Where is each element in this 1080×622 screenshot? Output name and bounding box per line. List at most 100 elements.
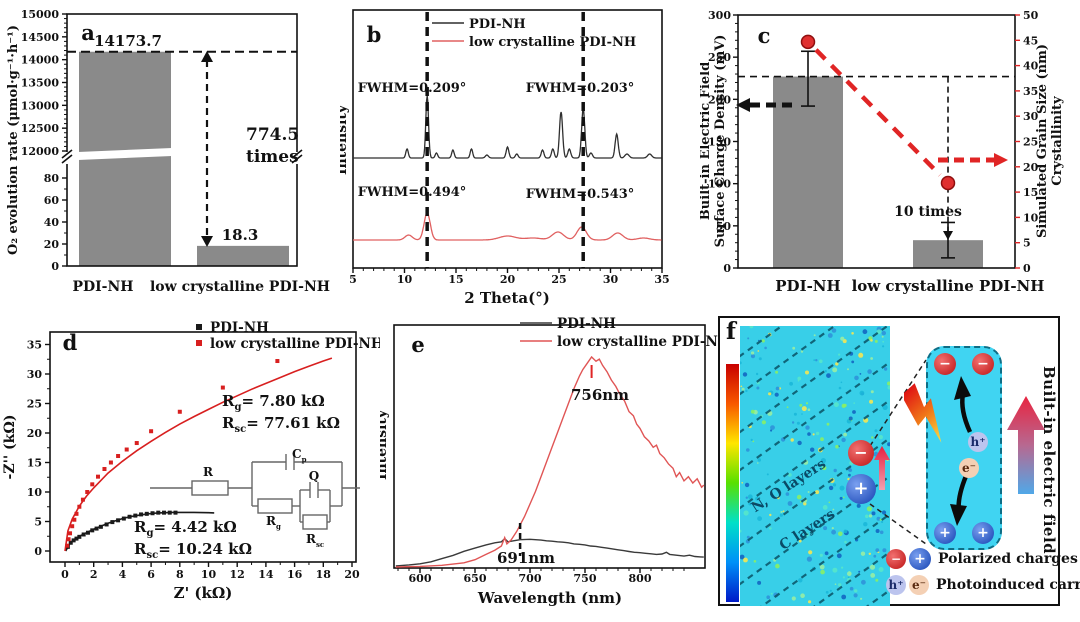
grain-size-line	[814, 48, 942, 177]
legend-photoinduced-text: Photoinduced carriers	[936, 577, 1080, 593]
svg-text:40: 40	[1023, 60, 1039, 73]
y-axis-label: Intensity	[340, 104, 350, 175]
svg-text:200: 200	[708, 93, 731, 106]
svg-text:30: 30	[603, 273, 619, 286]
data-point	[134, 441, 139, 446]
legend-pdi-nh: PDI-NH	[557, 316, 616, 332]
svg-text:250: 250	[708, 51, 731, 64]
data-point	[104, 522, 109, 527]
data-point	[68, 540, 73, 545]
svg-text:15: 15	[448, 273, 463, 286]
svg-text:20: 20	[500, 273, 516, 286]
panel-label-e: e	[411, 332, 424, 357]
bar-low-crystalline	[197, 245, 289, 266]
svg-text:600: 600	[409, 572, 432, 585]
data-point	[66, 537, 71, 542]
svg-text:10: 10	[201, 568, 217, 581]
electron-carrier: e⁻	[959, 458, 979, 478]
svg-text:12: 12	[230, 568, 245, 581]
svg-text:5: 5	[349, 273, 357, 286]
svg-text:10: 10	[397, 273, 413, 286]
panel-label-d: d	[63, 330, 78, 355]
plus-sign: +	[853, 478, 869, 499]
data-point	[77, 534, 82, 539]
hole-carrier: h⁺	[968, 432, 988, 452]
svg-text:Rg= 7.80 kΩ: Rg= 7.80 kΩ	[222, 392, 325, 413]
svg-text:2: 2	[90, 568, 98, 581]
data-point	[68, 531, 73, 536]
times-annotation: 10 times	[894, 204, 962, 220]
legend-electron: e⁻	[909, 575, 929, 595]
svg-text:12500: 12500	[21, 122, 60, 135]
x-axis-label: Wavelength (nm)	[477, 589, 622, 607]
data-point	[70, 524, 75, 529]
svg-text:10: 10	[1023, 211, 1039, 224]
inset-negative-charge: −	[934, 353, 956, 375]
x-axis-label: 2 Theta(°)	[464, 289, 550, 307]
svg-text:30: 30	[1023, 110, 1039, 123]
svg-text:750: 750	[574, 572, 597, 585]
legend-polarized-charges: − + Polarized charges	[886, 548, 1078, 570]
svg-text:800: 800	[629, 572, 652, 585]
panel-d-eis-nyquist-chart: 0 2 4 6 8 10 12 14 16 18 20 0 5 10 15 20 25 30 35 PDI-NHlow…	[2, 320, 380, 602]
xrd-curve-0	[353, 95, 662, 159]
panel-label-a: a	[81, 20, 95, 45]
data-point	[108, 460, 113, 465]
data-point	[98, 524, 103, 529]
circuit-label-r: R	[203, 465, 214, 479]
right-axis-label: Crystallinity	[1050, 96, 1065, 186]
minus-sign: −	[939, 356, 951, 372]
peak-label-691: 691nm	[497, 549, 555, 567]
fwhm-annotation: FWHM=0.209°	[358, 81, 467, 96]
panel-label-c: c	[758, 23, 771, 48]
times-annotation: 774.5	[246, 125, 299, 145]
svg-text:0: 0	[1023, 262, 1031, 275]
svg-text:15: 15	[1023, 186, 1038, 199]
electron-symbol: e⁻	[912, 578, 926, 592]
svg-text:8: 8	[176, 568, 184, 581]
legend-negative-charge: −	[886, 549, 906, 569]
value-label-low-crystalline: 18.3	[222, 226, 259, 244]
data-point	[74, 536, 79, 541]
x-axis-label: Z' (kΩ)	[174, 584, 233, 602]
svg-text:5: 5	[1023, 237, 1031, 250]
svg-text:20: 20	[344, 568, 360, 581]
svg-text:35: 35	[654, 273, 669, 286]
svg-text:14000: 14000	[21, 54, 60, 67]
svg-text:13000: 13000	[21, 99, 60, 112]
svg-text:16: 16	[287, 568, 303, 581]
svg-text:45: 45	[1023, 34, 1038, 47]
data-point	[94, 526, 99, 531]
data-point	[71, 538, 76, 543]
lightning-bolt-icon	[904, 383, 942, 443]
svg-text:40: 40	[44, 216, 60, 229]
built-in-field-arrow-icon	[1007, 396, 1045, 494]
bar-0	[773, 76, 843, 269]
hole-symbol: h⁺	[888, 578, 904, 592]
value-label-pdi-nh: 14173.7	[94, 32, 162, 50]
plus-sign: +	[914, 551, 926, 567]
category-pdi-nh: PDI-NH	[775, 277, 840, 295]
svg-text:14: 14	[258, 568, 274, 581]
data-point	[133, 513, 138, 518]
data-point	[81, 532, 86, 537]
legend-pdi-nh: PDI-NH	[210, 320, 269, 336]
data-point	[144, 511, 149, 516]
svg-text:14500: 14500	[21, 31, 60, 44]
small-field-arrow-icon	[874, 446, 890, 490]
svg-text:35: 35	[27, 339, 42, 352]
data-point	[162, 510, 167, 515]
data-point	[139, 512, 144, 517]
data-point	[74, 511, 79, 516]
svg-text:20: 20	[1023, 161, 1039, 174]
panel-e: 600 650 700 750 800 756nm 691nm PDI-NH low cryst…	[380, 316, 720, 607]
svg-text:25: 25	[27, 398, 42, 411]
data-point	[149, 429, 154, 434]
panel-c: 0 50 100 150 200 250 300 0 5 10 15 20 25 30 35 40 45 50 10…	[700, 9, 1065, 295]
charge-separation-inset: − − + + h⁺ e⁻	[926, 346, 1002, 550]
svg-text:15: 15	[27, 457, 42, 470]
svg-text:Rsc: Rsc	[306, 532, 324, 549]
panel-b-xrd-chart: 5 10 15 20 25 30 35 FWHM=0.209° FWHM=0.203° FWHM=…	[340, 9, 670, 307]
fwhm-annotation: FWHM=0.494°	[358, 185, 467, 200]
